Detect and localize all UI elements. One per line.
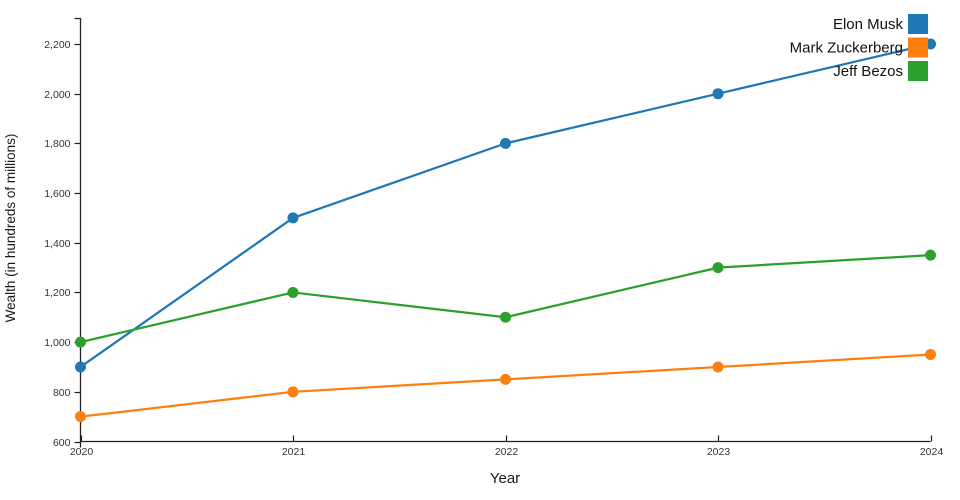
data-point [712, 88, 724, 100]
legend: Elon Musk Mark Zuckerberg Jeff Bezos [790, 14, 928, 81]
y-tick-label: 1,600 [44, 188, 70, 200]
data-point [925, 349, 936, 361]
x-tick-label: 2023 [707, 446, 731, 458]
x-tick-label: 2021 [282, 446, 306, 458]
y-tick-label: 600 [53, 437, 71, 449]
data-point [500, 373, 511, 385]
y-tick-label: 1,800 [44, 138, 70, 150]
data-point [712, 361, 724, 373]
series [75, 38, 936, 423]
y-tick-label: 1,400 [44, 238, 70, 250]
x-tick-label: 2022 [495, 446, 519, 458]
x-tick-label: 2020 [70, 446, 94, 458]
y-tick-label: 2,200 [44, 39, 70, 51]
legend-label: Mark Zuckerberg [790, 40, 903, 57]
y-tick-label: 800 [53, 387, 71, 399]
data-point [500, 137, 511, 149]
y-tick-label: 1,000 [44, 337, 70, 349]
legend-label: Jeff Bezos [833, 63, 903, 80]
y-tick-label: 2,000 [44, 89, 70, 101]
series-line [79, 353, 932, 418]
data-point [75, 411, 86, 423]
series-line [79, 254, 932, 344]
data-point [75, 336, 86, 348]
y-axis-title: Wealth (in hundreds of millions) [3, 134, 18, 323]
x-tick-label: 2024 [920, 446, 944, 458]
y-axis-spine [74, 17, 82, 448]
data-point [287, 386, 299, 398]
series-jeff-bezos [75, 249, 936, 348]
data-point [75, 361, 86, 373]
data-point [925, 249, 936, 261]
data-point [287, 286, 299, 298]
legend-label: Elon Musk [833, 16, 904, 33]
data-point [287, 212, 299, 224]
legend-swatch [908, 61, 928, 81]
series-elon-musk [75, 38, 936, 373]
data-point [500, 311, 511, 323]
legend-item: Elon Musk [833, 14, 928, 34]
legend-item: Jeff Bezos [833, 61, 928, 81]
legend-swatch [908, 37, 928, 58]
y-tick-label: 1,200 [44, 287, 70, 299]
x-axis-title: Year [490, 470, 520, 487]
legend-swatch [908, 14, 928, 34]
legend-item: Mark Zuckerberg [790, 37, 928, 58]
data-point [712, 262, 724, 274]
series-mark-zuckerberg [75, 349, 936, 423]
axes: 600 800 1,000 1,200 1,400 1,600 1,800 2,000 2,20… [44, 17, 944, 458]
